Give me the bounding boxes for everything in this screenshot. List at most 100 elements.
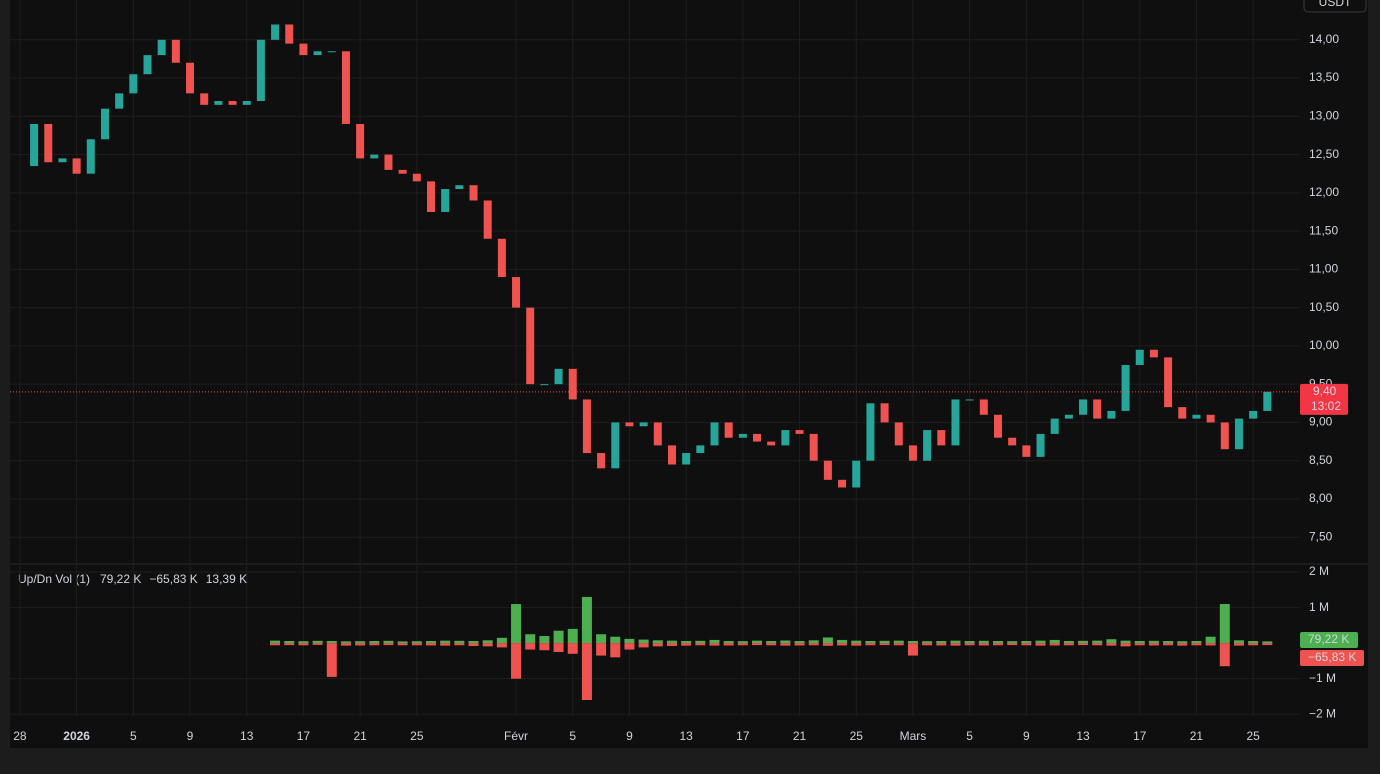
volume-bar: [525, 634, 536, 644]
candle: [441, 189, 450, 212]
volume-bar: [1092, 640, 1103, 644]
candle: [809, 433, 818, 461]
x-tick-label: 21: [353, 729, 367, 743]
candle: [1008, 437, 1017, 446]
candle: [1107, 410, 1116, 419]
candle: [1263, 391, 1272, 411]
candle: [1022, 445, 1031, 457]
x-tick-label: 28: [13, 729, 27, 743]
volume-bar: [766, 643, 777, 646]
candle: [908, 445, 917, 461]
volume-bar: [326, 641, 337, 644]
volume-bar: [553, 643, 564, 653]
y-tick-label: 10,50: [1309, 300, 1339, 314]
volume-bar: [1092, 643, 1103, 646]
volume-bar: [992, 643, 1003, 646]
volume-bar: [964, 641, 975, 644]
candle: [611, 422, 620, 469]
x-tick-label: 9: [626, 729, 633, 743]
candle: [582, 399, 591, 454]
volume-bar: [1219, 604, 1230, 644]
candle: [30, 123, 39, 167]
y-tick-label: 14,00: [1309, 32, 1339, 46]
volume-bar: [1205, 643, 1216, 646]
x-tick-label: 17: [297, 729, 311, 743]
x-tick-label: 5: [966, 729, 973, 743]
volume-bar: [411, 643, 422, 646]
volume-bar: [1191, 643, 1202, 646]
x-tick-label: Févr: [504, 729, 528, 743]
volume-bar: [681, 641, 692, 644]
candle: [852, 460, 861, 488]
volume-bar: [978, 640, 989, 644]
candle: [781, 430, 790, 446]
volume-bar: [766, 641, 777, 644]
volume-bar: [624, 638, 635, 644]
volume-bar: [596, 634, 607, 644]
volume-bar: [666, 643, 677, 646]
currency-button[interactable]: [1303, 0, 1367, 13]
candle: [200, 93, 209, 105]
volume-bar: [284, 643, 295, 646]
volume-bar: [1233, 640, 1244, 644]
volume-bar: [567, 643, 578, 654]
candle: [483, 200, 492, 239]
volume-bar: [610, 643, 621, 658]
candle: [242, 101, 251, 105]
volume-bar: [1134, 643, 1145, 646]
volume-bar: [411, 641, 422, 644]
value-box: [1300, 650, 1364, 666]
volume-bar: [936, 641, 947, 644]
volume-bar: [1248, 641, 1259, 644]
volume-bar: [808, 640, 819, 644]
volume-bar: [624, 643, 635, 650]
volume-bar: [270, 640, 281, 644]
candle: [1192, 414, 1201, 419]
volume-bar: [581, 643, 592, 701]
y-tick-label: 10,00: [1309, 338, 1339, 352]
candle: [100, 108, 109, 140]
y-tick-label: 8,50: [1309, 453, 1333, 467]
volume-bar: [440, 643, 451, 646]
volume-bar: [468, 643, 479, 646]
candle: [625, 422, 634, 427]
volume-bar: [723, 641, 734, 644]
volume-bar: [1262, 643, 1273, 646]
volume-bar: [1134, 641, 1145, 644]
candle: [738, 433, 747, 438]
candle: [327, 51, 336, 53]
x-tick-label: Mars: [900, 729, 927, 743]
x-tick-label: 25: [1246, 729, 1260, 743]
y-tick-label: −1 M: [1309, 671, 1336, 685]
volume-bar: [1021, 641, 1032, 644]
volume-bar: [312, 640, 323, 644]
candle: [795, 430, 804, 434]
volume-bar: [780, 643, 791, 646]
x-tick-label: 5: [569, 729, 576, 743]
candle: [426, 181, 435, 212]
volume-bar: [638, 643, 649, 648]
volume-bar: [1205, 636, 1216, 644]
volume-bar: [1163, 641, 1174, 644]
volume-bar: [284, 641, 295, 644]
y-tick-label: 1 M: [1309, 600, 1329, 614]
candle: [256, 39, 265, 102]
y-tick-label: 11,00: [1309, 262, 1338, 276]
volume-bar: [383, 643, 394, 646]
value-box: [1300, 632, 1358, 648]
candle: [72, 158, 81, 174]
volume-bar: [397, 643, 408, 646]
candle: [398, 169, 407, 174]
candle: [356, 123, 365, 159]
volume-bar: [496, 643, 507, 648]
candle: [597, 453, 606, 469]
volume-bar: [482, 643, 493, 647]
y-tick-label: 9,00: [1309, 415, 1333, 429]
volume-bar: [1120, 640, 1131, 644]
volume-bar: [298, 643, 309, 646]
candle: [1079, 399, 1088, 415]
candle: [1121, 365, 1130, 411]
candle: [1249, 410, 1258, 419]
x-tick-label: 13: [240, 729, 254, 743]
